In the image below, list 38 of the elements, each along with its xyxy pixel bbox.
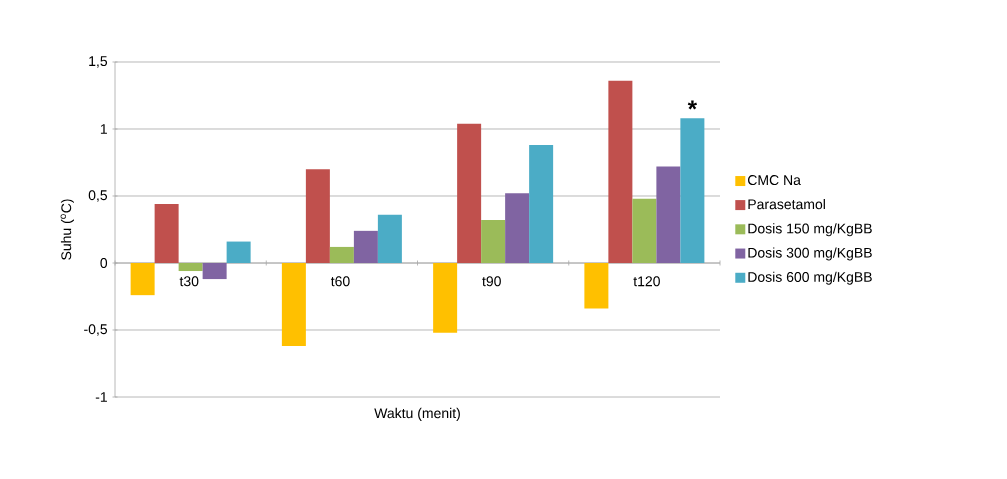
bar xyxy=(226,241,251,263)
x-tick-label: t120 xyxy=(633,276,660,287)
x-axis-title: Waktu (menit) xyxy=(374,407,460,421)
x-tick-label: t60 xyxy=(330,276,350,287)
legend-label: Dosis 600 mg/KgBB xyxy=(748,271,872,285)
bar xyxy=(281,263,306,347)
bar xyxy=(305,169,330,263)
bar xyxy=(529,145,554,263)
annotation: * xyxy=(687,100,698,110)
bar xyxy=(353,230,378,263)
y-tick-label: -1 xyxy=(95,392,107,402)
y-tick-label: 0 xyxy=(100,258,108,268)
bar xyxy=(608,80,633,263)
legend-label: CMC Na xyxy=(748,175,801,186)
bar xyxy=(632,198,657,263)
bar xyxy=(329,246,354,263)
bar xyxy=(656,166,681,263)
y-tick-label: 0,5 xyxy=(88,190,108,202)
bar xyxy=(457,123,482,263)
bar xyxy=(377,214,402,263)
bar xyxy=(130,263,155,296)
bar xyxy=(481,220,506,263)
bar xyxy=(178,263,203,272)
bar xyxy=(202,263,227,280)
x-tick-label: t30 xyxy=(179,276,199,287)
y-tick-label: -0,5 xyxy=(84,324,108,336)
legend-label: Parasetamol xyxy=(748,198,825,210)
bar xyxy=(584,263,609,309)
y-tick-label: 1 xyxy=(100,124,107,134)
bar xyxy=(433,263,458,333)
legend-label: Dosis 150 mg/KgBB xyxy=(748,223,872,237)
bar xyxy=(680,118,705,263)
bar xyxy=(154,204,179,263)
y-tick-label: 1,5 xyxy=(89,56,108,68)
x-tick-label: t90 xyxy=(482,276,501,287)
y-axis-title: Suhu ($^{o}$C) xyxy=(60,199,74,260)
bar xyxy=(505,193,530,263)
legend-label: Dosis 300 mg/KgBB xyxy=(748,247,872,261)
